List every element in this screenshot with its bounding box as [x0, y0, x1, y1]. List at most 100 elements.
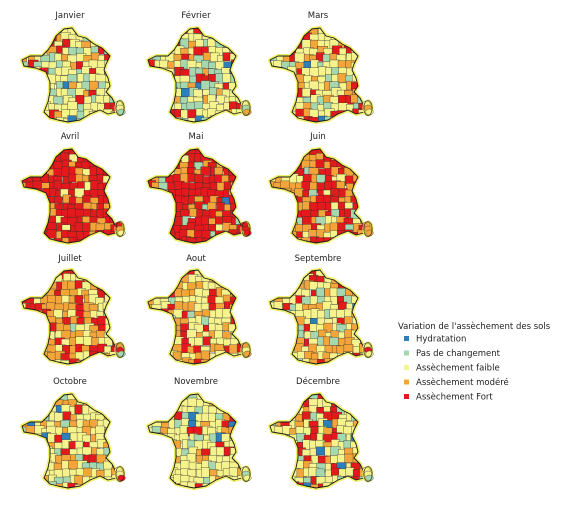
department-cell: [317, 367, 327, 376]
map-septembre: [268, 268, 374, 376]
department-cell: [153, 32, 162, 43]
department-cell: [230, 245, 239, 254]
department-cell: [172, 28, 182, 37]
department-cell: [237, 187, 242, 198]
department-cell: [148, 232, 157, 243]
department-cell: [27, 360, 38, 364]
corsica: [114, 99, 126, 117]
department-cell: [153, 103, 163, 113]
department-cell: [270, 394, 279, 403]
department-cell: [343, 400, 353, 410]
department-cell: [90, 365, 100, 374]
department-cell: [270, 210, 278, 221]
department-cell: [32, 359, 43, 364]
department-cell: [311, 244, 320, 252]
department-cell: [331, 244, 340, 253]
department-cell: [34, 28, 44, 34]
department-cell: [34, 154, 45, 165]
department-cell: [367, 400, 376, 410]
department-cell: [187, 397, 198, 407]
department-cell: [274, 469, 284, 479]
department-cell: [345, 149, 355, 156]
department-cell: [148, 117, 156, 122]
department-cell: [194, 123, 204, 131]
corsica: [240, 220, 252, 238]
department-cell: [35, 34, 44, 43]
department-cell: [350, 281, 362, 291]
department-cell: [34, 160, 45, 170]
department-cell: [317, 490, 325, 500]
department-cell: [153, 394, 163, 402]
department-cell: [317, 202, 326, 211]
department-cell: [111, 181, 116, 191]
country-outline: [21, 393, 117, 489]
department-cell: [90, 245, 100, 253]
department-cell: [25, 149, 35, 157]
department-cell: [330, 365, 339, 374]
country-outline: [269, 148, 365, 244]
department-cell: [181, 490, 189, 498]
department-cell: [119, 188, 127, 197]
department-cell: [103, 116, 113, 122]
department-cell: [148, 154, 155, 165]
department-cell: [35, 39, 45, 49]
department-cell: [203, 367, 212, 376]
department-cell: [34, 404, 45, 415]
department-cell: [34, 109, 44, 119]
department-cell: [281, 282, 291, 293]
legend-swatch: [404, 365, 409, 370]
department-cell: [237, 270, 242, 277]
department-cell: [243, 281, 252, 289]
department-cell: [245, 489, 254, 498]
department-cell: [152, 280, 163, 291]
department-cell: [270, 346, 276, 356]
department-cell: [117, 125, 126, 133]
department-cell: [273, 28, 283, 34]
department-cell: [221, 399, 232, 409]
department-cell: [365, 211, 375, 221]
department-cell: [159, 351, 169, 362]
department-cell: [26, 398, 37, 409]
department-cell: [35, 82, 44, 92]
department-cell: [275, 216, 284, 226]
department-cell: [346, 482, 356, 488]
department-cell: [302, 365, 312, 375]
department-cell: [27, 455, 37, 464]
department-cell: [281, 96, 291, 107]
department-cell: [27, 331, 37, 341]
department-cell: [152, 461, 162, 472]
department-cell: [275, 116, 285, 122]
department-cell: [118, 435, 128, 443]
department-cell: [366, 391, 374, 400]
department-cell: [337, 238, 347, 243]
department-cell: [359, 47, 364, 58]
country-outline: [147, 393, 243, 489]
department-cell: [159, 331, 169, 341]
department-cell: [148, 483, 157, 488]
department-cell: [68, 491, 77, 499]
department-cell: [55, 483, 66, 488]
department-cell: [201, 467, 210, 478]
map-title-décembre: Décembre: [296, 376, 340, 387]
department-cell: [216, 202, 225, 212]
department-cell: [229, 394, 240, 402]
department-cell: [235, 116, 242, 122]
department-cell: [151, 358, 162, 364]
department-cell: [196, 490, 205, 500]
department-cells: [270, 149, 375, 253]
department-cell: [76, 365, 85, 373]
department-cell: [244, 303, 253, 312]
department-cell: [165, 323, 176, 333]
department-cell: [159, 74, 170, 84]
department-cell: [245, 296, 254, 305]
department-cell: [34, 124, 42, 133]
department-cell: [148, 159, 155, 169]
department-cells: [148, 394, 254, 500]
department-cell: [27, 73, 38, 83]
department-cell: [245, 148, 253, 157]
department-cell: [95, 117, 105, 122]
department-cell: [148, 275, 157, 286]
department-cell: [222, 482, 232, 488]
department-cell: [81, 394, 91, 402]
department-cell: [153, 324, 162, 334]
